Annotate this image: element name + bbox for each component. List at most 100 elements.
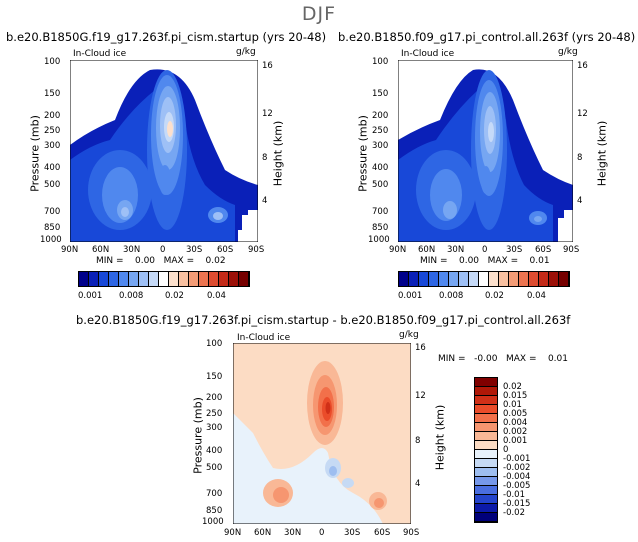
height-tick: 12: [262, 109, 273, 119]
pressure-tick: 150: [44, 89, 61, 99]
colorbar-swatch: [529, 272, 539, 286]
height-tick: 4: [577, 196, 583, 206]
colorbar-swatch: [109, 272, 119, 286]
colorbar-label: 0.01: [503, 400, 522, 410]
height-tick: 16: [577, 61, 588, 71]
pressure-tick: 400: [44, 163, 61, 173]
colorbar-swatch: [169, 272, 179, 286]
colorbar-swatch: [475, 432, 497, 441]
colorbar-swatch: [475, 495, 497, 504]
colorbar-swatch: [475, 405, 497, 414]
colorbar-label: -0.005: [503, 481, 531, 491]
colorbar-label: 0: [503, 445, 509, 455]
colorbar-label: 0.02: [503, 382, 522, 392]
height-tick: 8: [415, 436, 421, 446]
pressure-tick: 200: [206, 393, 223, 403]
figure-title: DJF: [301, 3, 337, 25]
colorbar-swatch: [149, 272, 159, 286]
lat-tick: 90N: [224, 528, 242, 538]
pressure-tick: 250: [44, 126, 61, 136]
colorbar-swatch: [475, 450, 497, 459]
panel-2-stats: MIN = 0.00 MAX = 0.01: [420, 256, 550, 266]
colorbar-swatch: [475, 441, 497, 450]
height-tick: 12: [577, 109, 588, 119]
pressure-tick: 300: [206, 423, 223, 433]
pressure-tick: 700: [44, 207, 61, 217]
panel-3-title: b.e20.B1850G.f19_g17.263f.pi_cism.startu…: [76, 313, 571, 327]
pressure-tick: 850: [206, 506, 223, 516]
lat-tick: 60S: [217, 245, 234, 255]
colorbar-label: 0.015: [503, 391, 528, 401]
colorbar-label: -0.001: [503, 454, 531, 464]
colorbar-label: -0.004: [503, 472, 531, 482]
panel-2-colorbar: [398, 271, 570, 287]
panel-1-plot: [70, 60, 258, 242]
colorbar-swatch: [419, 272, 429, 286]
pressure-tick: 100: [44, 57, 61, 67]
pressure-tick: 700: [372, 207, 389, 217]
colorbar-label: -0.01: [503, 490, 525, 500]
panel-2-units-label: g/kg: [558, 47, 578, 57]
pressure-tick: 400: [206, 446, 223, 456]
pressure-tick: 500: [206, 463, 223, 473]
pressure-tick: 250: [206, 409, 223, 419]
pressure-tick: 200: [44, 111, 61, 121]
pressure-tick: 100: [206, 339, 223, 349]
pressure-tick: 250: [372, 126, 389, 136]
colorbar-swatch: [475, 396, 497, 405]
colorbar-swatch: [399, 272, 409, 286]
colorbar-swatch: [139, 272, 149, 286]
pressure-tick: 1000: [368, 235, 390, 245]
panel-2-ylabel: Pressure (mb): [356, 115, 370, 192]
lat-tick: 0: [319, 528, 325, 538]
height-tick: 12: [415, 391, 426, 401]
lat-tick: 90S: [403, 528, 420, 538]
colorbar-label: 0.005: [503, 409, 528, 419]
panel-1-ylabel: Pressure (mb): [28, 115, 42, 192]
height-tick: 4: [415, 479, 421, 489]
colorbar-swatch: [475, 423, 497, 432]
panel-1-variable-label: In-Cloud ice: [73, 49, 127, 59]
panel-3-stats: MIN = -0.00 MAX = 0.01: [438, 354, 568, 364]
colorbar-swatch: [229, 272, 239, 286]
colorbar-swatch: [489, 272, 499, 286]
height-tick: 16: [415, 343, 426, 353]
panel-1-stats: MIN = 0.00 MAX = 0.02: [96, 256, 226, 266]
colorbar-swatch: [409, 272, 419, 286]
colorbar-swatch: [475, 513, 497, 522]
colorbar-swatch: [499, 272, 509, 286]
pressure-tick: 300: [44, 141, 61, 151]
panel-3-colorbar-labels: 0.02 0.015 0.01 0.005 0.004 0.002 0.001 …: [503, 377, 563, 521]
colorbar-label: 0.004: [503, 418, 528, 428]
colorbar-swatch: [449, 272, 459, 286]
colorbar-swatch: [209, 272, 219, 286]
panel-2-title: b.e20.B1850.f09_g17.pi_control.all.263f …: [338, 30, 636, 44]
colorbar-swatch: [439, 272, 449, 286]
colorbar-swatch: [559, 272, 569, 286]
colorbar-swatch: [475, 378, 497, 387]
colorbar-label: 0.002: [503, 427, 528, 437]
colorbar-swatch: [119, 272, 129, 286]
colorbar-swatch: [475, 459, 497, 468]
colorbar-label: 0.001: [503, 436, 528, 446]
lat-tick: 60N: [92, 245, 110, 255]
lat-tick: 30N: [447, 245, 465, 255]
colorbar-label: -0.015: [503, 499, 531, 509]
lat-tick: 60N: [254, 528, 272, 538]
lat-tick: 30S: [186, 245, 203, 255]
lat-tick: 90N: [61, 245, 79, 255]
colorbar-swatch: [509, 272, 519, 286]
lat-tick: 60S: [535, 245, 552, 255]
lat-tick: 0: [160, 245, 166, 255]
pressure-tick: 150: [372, 89, 389, 99]
pressure-tick: 500: [44, 180, 61, 190]
colorbar-swatch: [549, 272, 559, 286]
pressure-tick: 850: [44, 223, 61, 233]
height-tick: 8: [577, 153, 583, 163]
colorbar-label: 0.001: [78, 291, 103, 301]
panel-2-plot: [398, 60, 573, 242]
colorbar-swatch: [219, 272, 229, 286]
pressure-tick: 150: [206, 372, 223, 382]
panel-3-units-label: g/kg: [399, 330, 419, 340]
colorbar-swatch: [475, 504, 497, 513]
